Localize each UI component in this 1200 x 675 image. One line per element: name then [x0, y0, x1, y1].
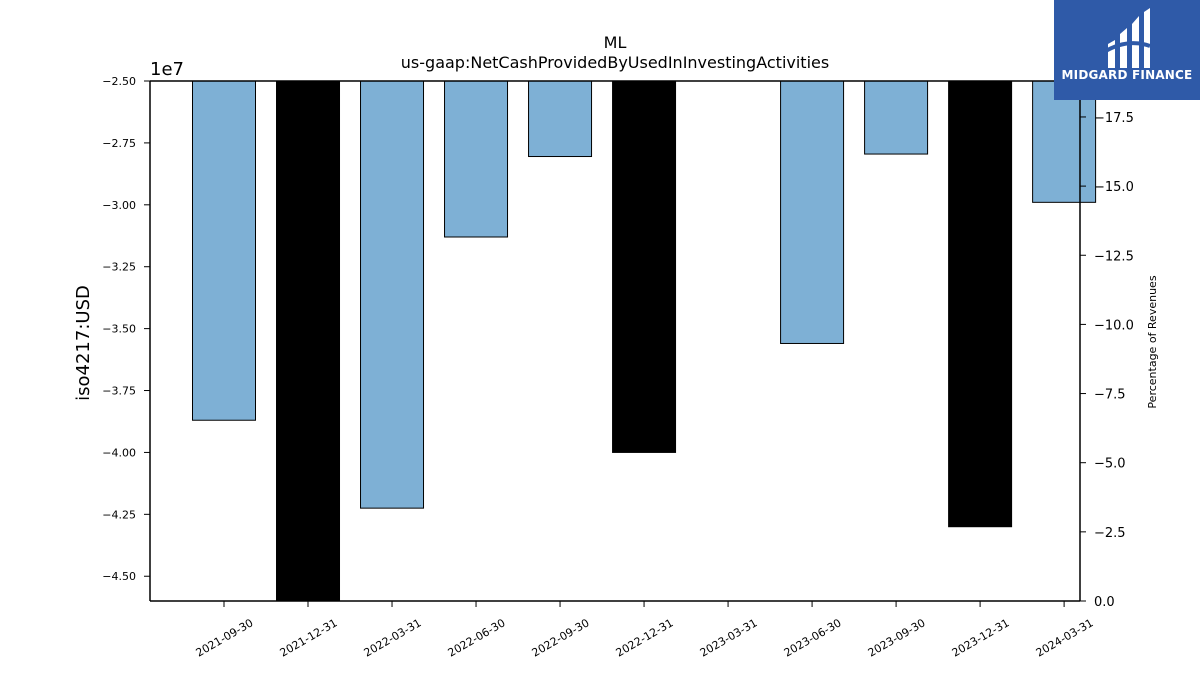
x-tick-label: 2023-09-30 — [866, 616, 928, 659]
y-tick-label: −3.75 — [102, 385, 136, 398]
logo-text: MIDGARD FINANCE — [1061, 68, 1193, 82]
x-tick-label: 2022-03-31 — [362, 616, 424, 659]
x-tick-label: 2021-12-31 — [278, 616, 340, 659]
y2-tick-label: −15.0 — [1094, 180, 1134, 195]
y-tick-label: −3.50 — [102, 323, 136, 336]
y-axis-label: iso4217:USD — [73, 285, 94, 401]
y2-tick-label: −12.5 — [1094, 249, 1134, 264]
y-axis-offset-text: 1e7 — [150, 59, 184, 80]
bars-layer — [192, 80, 1097, 602]
x-tick-label: 2022-06-30 — [446, 616, 508, 659]
bar-2021-09-30 — [192, 80, 256, 421]
y-tick-label: −2.75 — [102, 137, 136, 150]
x-tick-label: 2022-09-30 — [530, 616, 592, 659]
y2-tick-label: −7.5 — [1094, 388, 1126, 403]
x-tick-label: 2023-03-31 — [698, 616, 760, 659]
y2-tick-label: 0.0 — [1094, 595, 1115, 610]
bar-2021-12-31 — [276, 80, 341, 602]
x-tick-label: 2023-12-31 — [950, 616, 1012, 659]
y-tick-label: −4.25 — [102, 508, 136, 521]
bar-2022-09-30 — [528, 80, 593, 158]
midgard-logo-icon — [1102, 8, 1151, 68]
bar-2023-12-31 — [948, 80, 1013, 528]
bar-2023-06-30 — [780, 80, 845, 344]
y2-axis-label: Percentage of Revenues — [1146, 275, 1159, 408]
y2-tick-label: −17.5 — [1094, 111, 1134, 126]
y-tick-label: −4.00 — [102, 446, 136, 459]
bar-2022-12-31 — [612, 80, 677, 453]
y-tick-label: −2.50 — [102, 75, 136, 88]
y-tick-label: −3.00 — [102, 199, 136, 212]
x-tick-label: 2023-06-30 — [782, 616, 844, 659]
x-tick-label: 2024-03-31 — [1034, 616, 1096, 659]
x-tick-label: 2022-12-31 — [614, 616, 676, 659]
y2-tick-label: −5.0 — [1094, 457, 1126, 472]
y2-tick-label: −2.5 — [1094, 526, 1126, 541]
y-tick-label: −4.50 — [102, 570, 136, 583]
y-tick-label: −3.25 — [102, 261, 136, 274]
x-tick-label: 2021-09-30 — [194, 616, 256, 659]
bar-2024-03-31 — [1032, 80, 1097, 203]
chart-subtitle: us-gaap:NetCashProvidedByUsedInInvesting… — [401, 53, 829, 72]
bar-2022-03-31 — [360, 80, 425, 509]
y2-tick-label: −10.0 — [1094, 318, 1134, 333]
midgard-logo: MIDGARD FINANCE — [1054, 0, 1200, 100]
bar-2023-09-30 — [864, 80, 929, 155]
bar-2022-06-30 — [444, 80, 509, 238]
chart-title: ML — [604, 33, 627, 52]
